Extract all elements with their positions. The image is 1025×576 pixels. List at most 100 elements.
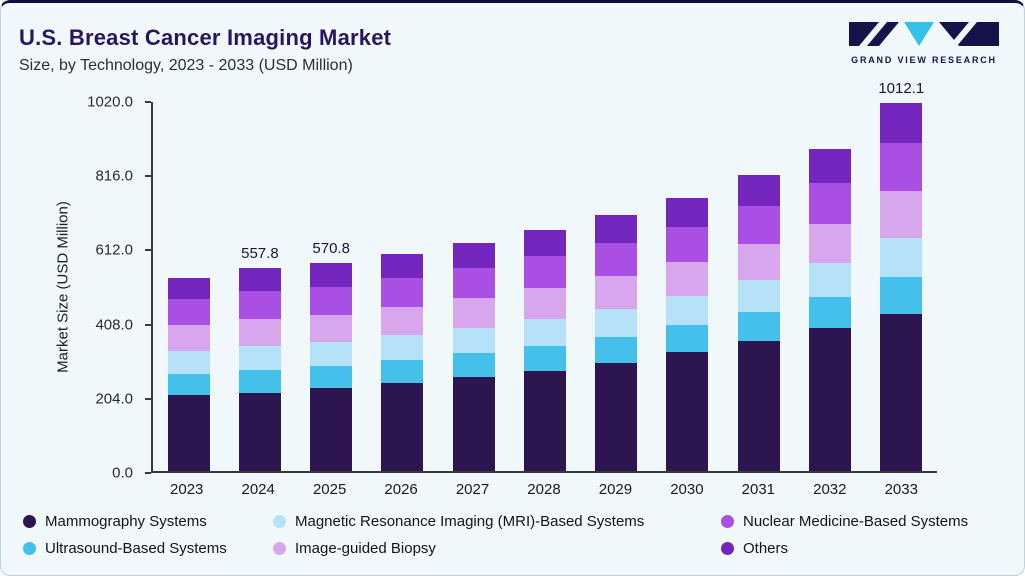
legend-color-dot [273,542,286,555]
bar-slot-2026 [367,102,438,471]
legend-item: Others [721,540,1010,557]
y-axis-tick-mark [145,397,151,400]
bar-segment [310,365,353,389]
bar-segment [452,353,495,378]
bar-segment [880,190,923,238]
bar-segment [523,318,566,346]
x-axis-labels: 2023 2024 2025 2026 2027 2028 2029 2030 2031 2032… [151,481,937,498]
stacked-bar-2033 [880,102,923,471]
bar-segment [809,328,852,471]
bar-segment [595,309,638,338]
bar-segment [880,237,923,278]
x-axis-label: 2023 [170,481,204,498]
chart-subtitle: Size, by Technology, 2023 - 2033 (USD Mi… [19,57,353,74]
legend-label: Image-guided Biopsy [295,540,436,557]
legend-color-dot [23,542,36,555]
bar-slot-2025: 570.8 [296,102,367,471]
legend-item: Ultrasound-Based Systems [23,540,273,557]
bar-slot-2024: 557.8 [224,102,295,471]
x-axis-label: 2024 [241,481,275,498]
bar-segment [381,382,424,471]
bar-segment [809,263,852,298]
bar-segment [310,341,353,366]
stacked-bar-2029 [595,214,638,471]
bar-segment [381,278,424,307]
stacked-bar-2026 [381,254,424,471]
logo-mark-icon [849,22,999,46]
bar-segment [595,363,638,471]
bar-segment [523,370,566,471]
bar-segment [523,287,566,319]
chart-title: U.S. Breast Cancer Imaging Market [19,25,392,50]
stacked-bar-2032 [809,148,852,471]
legend-label: Magnetic Resonance Imaging (MRI)-Based S… [295,513,645,530]
x-axis-label: 2029 [598,481,633,498]
y-axis-tick-label: 816.0 [95,167,133,185]
bar-slot-2023 [153,102,224,471]
bar-segment [238,318,281,347]
logo-text: GRAND VIEW RESEARCH [851,55,997,65]
stacked-bar-2030 [666,197,709,471]
x-axis-label: 2032 [813,481,847,498]
y-axis-tick-mark [145,323,151,326]
legend-color-dot [721,515,734,528]
bar-segment [595,276,638,310]
bar-segment [238,268,281,292]
bar-segment [666,226,709,262]
stacked-bar-2023 [167,278,210,471]
bar-segment [666,197,709,227]
bar-segment [452,297,495,328]
legend-color-dot [273,515,286,528]
y-axis-tick-mark [145,175,151,178]
legend-label: Mammography Systems [45,513,207,530]
bar-segment [809,223,852,264]
stacked-bar-2025 [310,263,353,471]
bar-slot-2030 [652,102,723,471]
bar-segment [809,148,852,183]
bar-segment [666,261,709,297]
legend-color-dot [721,542,734,555]
bar-segment [595,242,638,277]
plot-area: 557.8 570.8 1012.1 [151,80,937,473]
x-axis-label: 2031 [741,481,776,498]
stacked-bar-2024 [238,268,281,471]
bar-segment [167,373,210,395]
legend-item: Image-guided Biopsy [273,540,721,557]
y-axis-tick-label: 0.0 [112,464,133,482]
bar-segment [666,352,709,471]
bar-segment [238,392,281,471]
y-axis-tick-mark [145,249,151,252]
y-axis-ticks: 0.0 204.0 408.0 612.0 816.0 1020.0 [63,94,143,482]
bar-segment [381,335,424,360]
legend-item: Nuclear Medicine-Based Systems [721,513,1010,530]
legend-label: Nuclear Medicine-Based Systems [743,513,969,530]
legend-color-dot [23,515,36,528]
bar-segment [523,229,566,257]
bar-segment [666,296,709,326]
x-axis-label: 2025 [312,481,347,498]
bar-segment [737,311,780,341]
bar-segment [167,324,210,351]
bar-total-label: 1012.1 [878,79,925,97]
bar-total-label: 570.8 [312,240,350,258]
bar-segment [880,313,923,471]
bar-segment [238,370,281,393]
bar-segment [238,291,281,319]
bar-segment [381,307,424,336]
bar-segment [595,337,638,364]
stacked-bar-2027 [452,242,495,471]
bar-slot-2029 [581,102,652,471]
bar-slot-2027 [438,102,509,471]
bar-slot-2028 [509,102,580,471]
bar-segment [737,243,780,281]
bar-segment [523,256,566,288]
bar-segment [381,254,424,279]
bar-slot-2032 [794,102,865,471]
x-axis-label: 2026 [384,481,418,498]
grand-view-research-logo: GRAND VIEW RESEARCH [849,21,999,65]
stacked-bar-2028 [523,229,566,471]
legend-item: Magnetic Resonance Imaging (MRI)-Based S… [273,513,721,530]
bar-segment [809,182,852,224]
bar-segment [167,299,210,325]
